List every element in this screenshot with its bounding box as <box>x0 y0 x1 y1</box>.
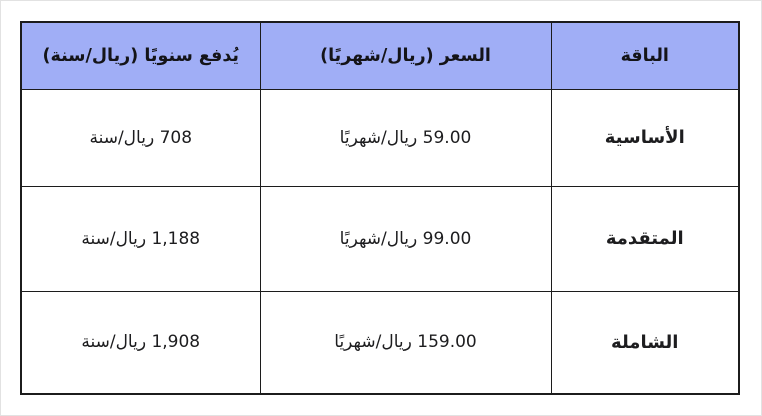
monthly-price-cell: 99.00 ريال/شهريًا <box>259 185 552 292</box>
monthly-price-cell: 159.00 ريال/شهريًا <box>259 290 552 395</box>
package-name-cell: المتقدمة <box>550 185 740 292</box>
column-header-yearly-price: يُدفع سنويًا (ريال/سنة) <box>20 21 261 90</box>
yearly-price-cell: 1,908 ريال/سنة <box>20 290 261 395</box>
package-name-cell: الشاملة <box>550 290 740 395</box>
yearly-price-cell: 1,188 ريال/سنة <box>20 185 261 292</box>
column-header-monthly-price: السعر (ريال/شهريًا) <box>259 21 552 90</box>
monthly-price-cell: 59.00 ريال/شهريًا <box>259 88 552 187</box>
yearly-price-cell: 708 ريال/سنة <box>20 88 261 187</box>
table-header-row: الباقة السعر (ريال/شهريًا) يُدفع سنويًا … <box>20 21 740 90</box>
pricing-table: الباقة السعر (ريال/شهريًا) يُدفع سنويًا … <box>20 21 740 395</box>
package-name-cell: الأساسية <box>550 88 740 187</box>
table-row-advanced: المتقدمة 99.00 ريال/شهريًا 1,188 ريال/سن… <box>20 185 740 292</box>
column-header-package: الباقة <box>550 21 740 90</box>
table-row-basic: الأساسية 59.00 ريال/شهريًا 708 ريال/سنة <box>20 88 740 187</box>
table-row-comprehensive: الشاملة 159.00 ريال/شهريًا 1,908 ريال/سن… <box>20 290 740 395</box>
